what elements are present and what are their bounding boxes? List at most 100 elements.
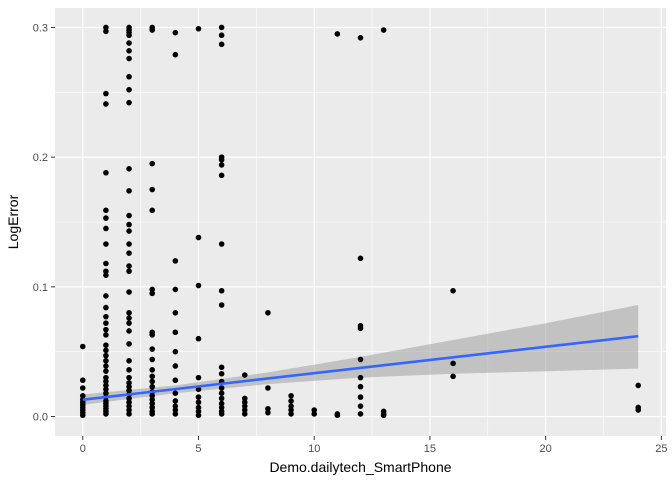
data-point bbox=[126, 86, 132, 93]
data-point bbox=[218, 24, 225, 31]
data-point bbox=[265, 409, 271, 416]
data-point bbox=[172, 258, 179, 264]
data-point bbox=[311, 411, 318, 417]
data-point bbox=[195, 412, 202, 419]
data-point bbox=[195, 234, 202, 241]
data-point bbox=[103, 225, 109, 232]
data-point bbox=[103, 382, 109, 389]
data-point bbox=[79, 377, 86, 384]
data-point bbox=[103, 101, 109, 107]
data-point bbox=[103, 386, 109, 393]
data-point bbox=[149, 383, 156, 390]
data-point bbox=[218, 162, 225, 168]
data-point bbox=[172, 363, 179, 369]
y-tick-label: 0.2 bbox=[33, 152, 48, 164]
data-point bbox=[103, 342, 109, 349]
data-point bbox=[126, 367, 132, 373]
data-point bbox=[149, 27, 156, 33]
data-point bbox=[357, 255, 364, 262]
data-point bbox=[103, 368, 109, 374]
data-point bbox=[126, 403, 132, 409]
data-point bbox=[103, 326, 109, 333]
data-point bbox=[195, 282, 202, 289]
data-point bbox=[126, 387, 132, 394]
data-point bbox=[334, 412, 341, 419]
data-point bbox=[126, 73, 132, 80]
data-point bbox=[103, 260, 109, 267]
data-point bbox=[172, 51, 179, 58]
data-point bbox=[103, 374, 109, 381]
data-point bbox=[241, 399, 248, 406]
data-point bbox=[149, 356, 156, 363]
data-point bbox=[195, 25, 202, 32]
data-point bbox=[218, 41, 225, 48]
data-point bbox=[195, 404, 202, 411]
data-point bbox=[103, 24, 109, 31]
data-point bbox=[218, 411, 225, 417]
data-point bbox=[103, 352, 109, 359]
data-point bbox=[218, 32, 225, 39]
data-point bbox=[126, 241, 132, 247]
data-point bbox=[241, 372, 248, 378]
data-point bbox=[103, 293, 109, 299]
data-point bbox=[172, 329, 179, 336]
data-point bbox=[103, 207, 109, 214]
data-point bbox=[218, 395, 225, 402]
data-point bbox=[103, 411, 109, 417]
data-point bbox=[218, 404, 225, 411]
data-point bbox=[103, 28, 109, 35]
data-point bbox=[311, 407, 318, 413]
data-point bbox=[149, 207, 156, 214]
data-point bbox=[126, 328, 132, 334]
data-point bbox=[126, 188, 132, 194]
data-point bbox=[149, 404, 156, 411]
data-point bbox=[149, 346, 156, 352]
x-tick-label: 5 bbox=[195, 443, 201, 455]
data-point bbox=[103, 268, 109, 275]
data-point bbox=[241, 411, 248, 417]
data-point bbox=[218, 241, 225, 247]
x-tick-label: 20 bbox=[540, 443, 552, 455]
data-point bbox=[380, 412, 387, 419]
data-point bbox=[79, 392, 86, 399]
data-point bbox=[265, 405, 271, 412]
data-point bbox=[126, 48, 132, 54]
data-point bbox=[172, 29, 179, 36]
data-point bbox=[172, 403, 179, 409]
data-point bbox=[288, 398, 294, 404]
data-point bbox=[126, 263, 132, 269]
data-point bbox=[149, 396, 156, 403]
data-point bbox=[265, 385, 271, 391]
data-point bbox=[126, 357, 132, 364]
x-tick-label: 10 bbox=[308, 443, 320, 455]
data-point bbox=[450, 287, 456, 294]
y-axis: 0.0 0.1 0.2 0.3 bbox=[33, 22, 55, 424]
x-tick-label: 25 bbox=[655, 443, 667, 455]
data-point bbox=[79, 343, 86, 350]
y-axis-title: LogError bbox=[5, 194, 21, 249]
data-point bbox=[357, 325, 364, 332]
data-point bbox=[126, 268, 132, 275]
data-point bbox=[288, 407, 294, 413]
data-point bbox=[149, 160, 156, 167]
y-tick-label: 0.3 bbox=[33, 22, 48, 34]
data-point bbox=[149, 332, 156, 338]
data-point bbox=[126, 411, 132, 417]
data-point bbox=[195, 335, 202, 342]
data-point bbox=[288, 392, 294, 399]
data-point bbox=[218, 156, 225, 163]
data-point bbox=[241, 407, 248, 413]
data-point bbox=[195, 394, 202, 400]
data-point bbox=[357, 383, 364, 390]
data-point bbox=[126, 166, 132, 172]
data-point bbox=[126, 374, 132, 381]
data-point bbox=[357, 411, 364, 417]
data-point bbox=[126, 309, 132, 316]
data-point bbox=[103, 215, 109, 221]
data-point bbox=[149, 290, 156, 297]
data-point bbox=[218, 172, 225, 179]
data-point bbox=[172, 407, 179, 413]
data-point bbox=[126, 289, 132, 295]
data-point bbox=[126, 32, 132, 39]
data-point bbox=[172, 398, 179, 404]
